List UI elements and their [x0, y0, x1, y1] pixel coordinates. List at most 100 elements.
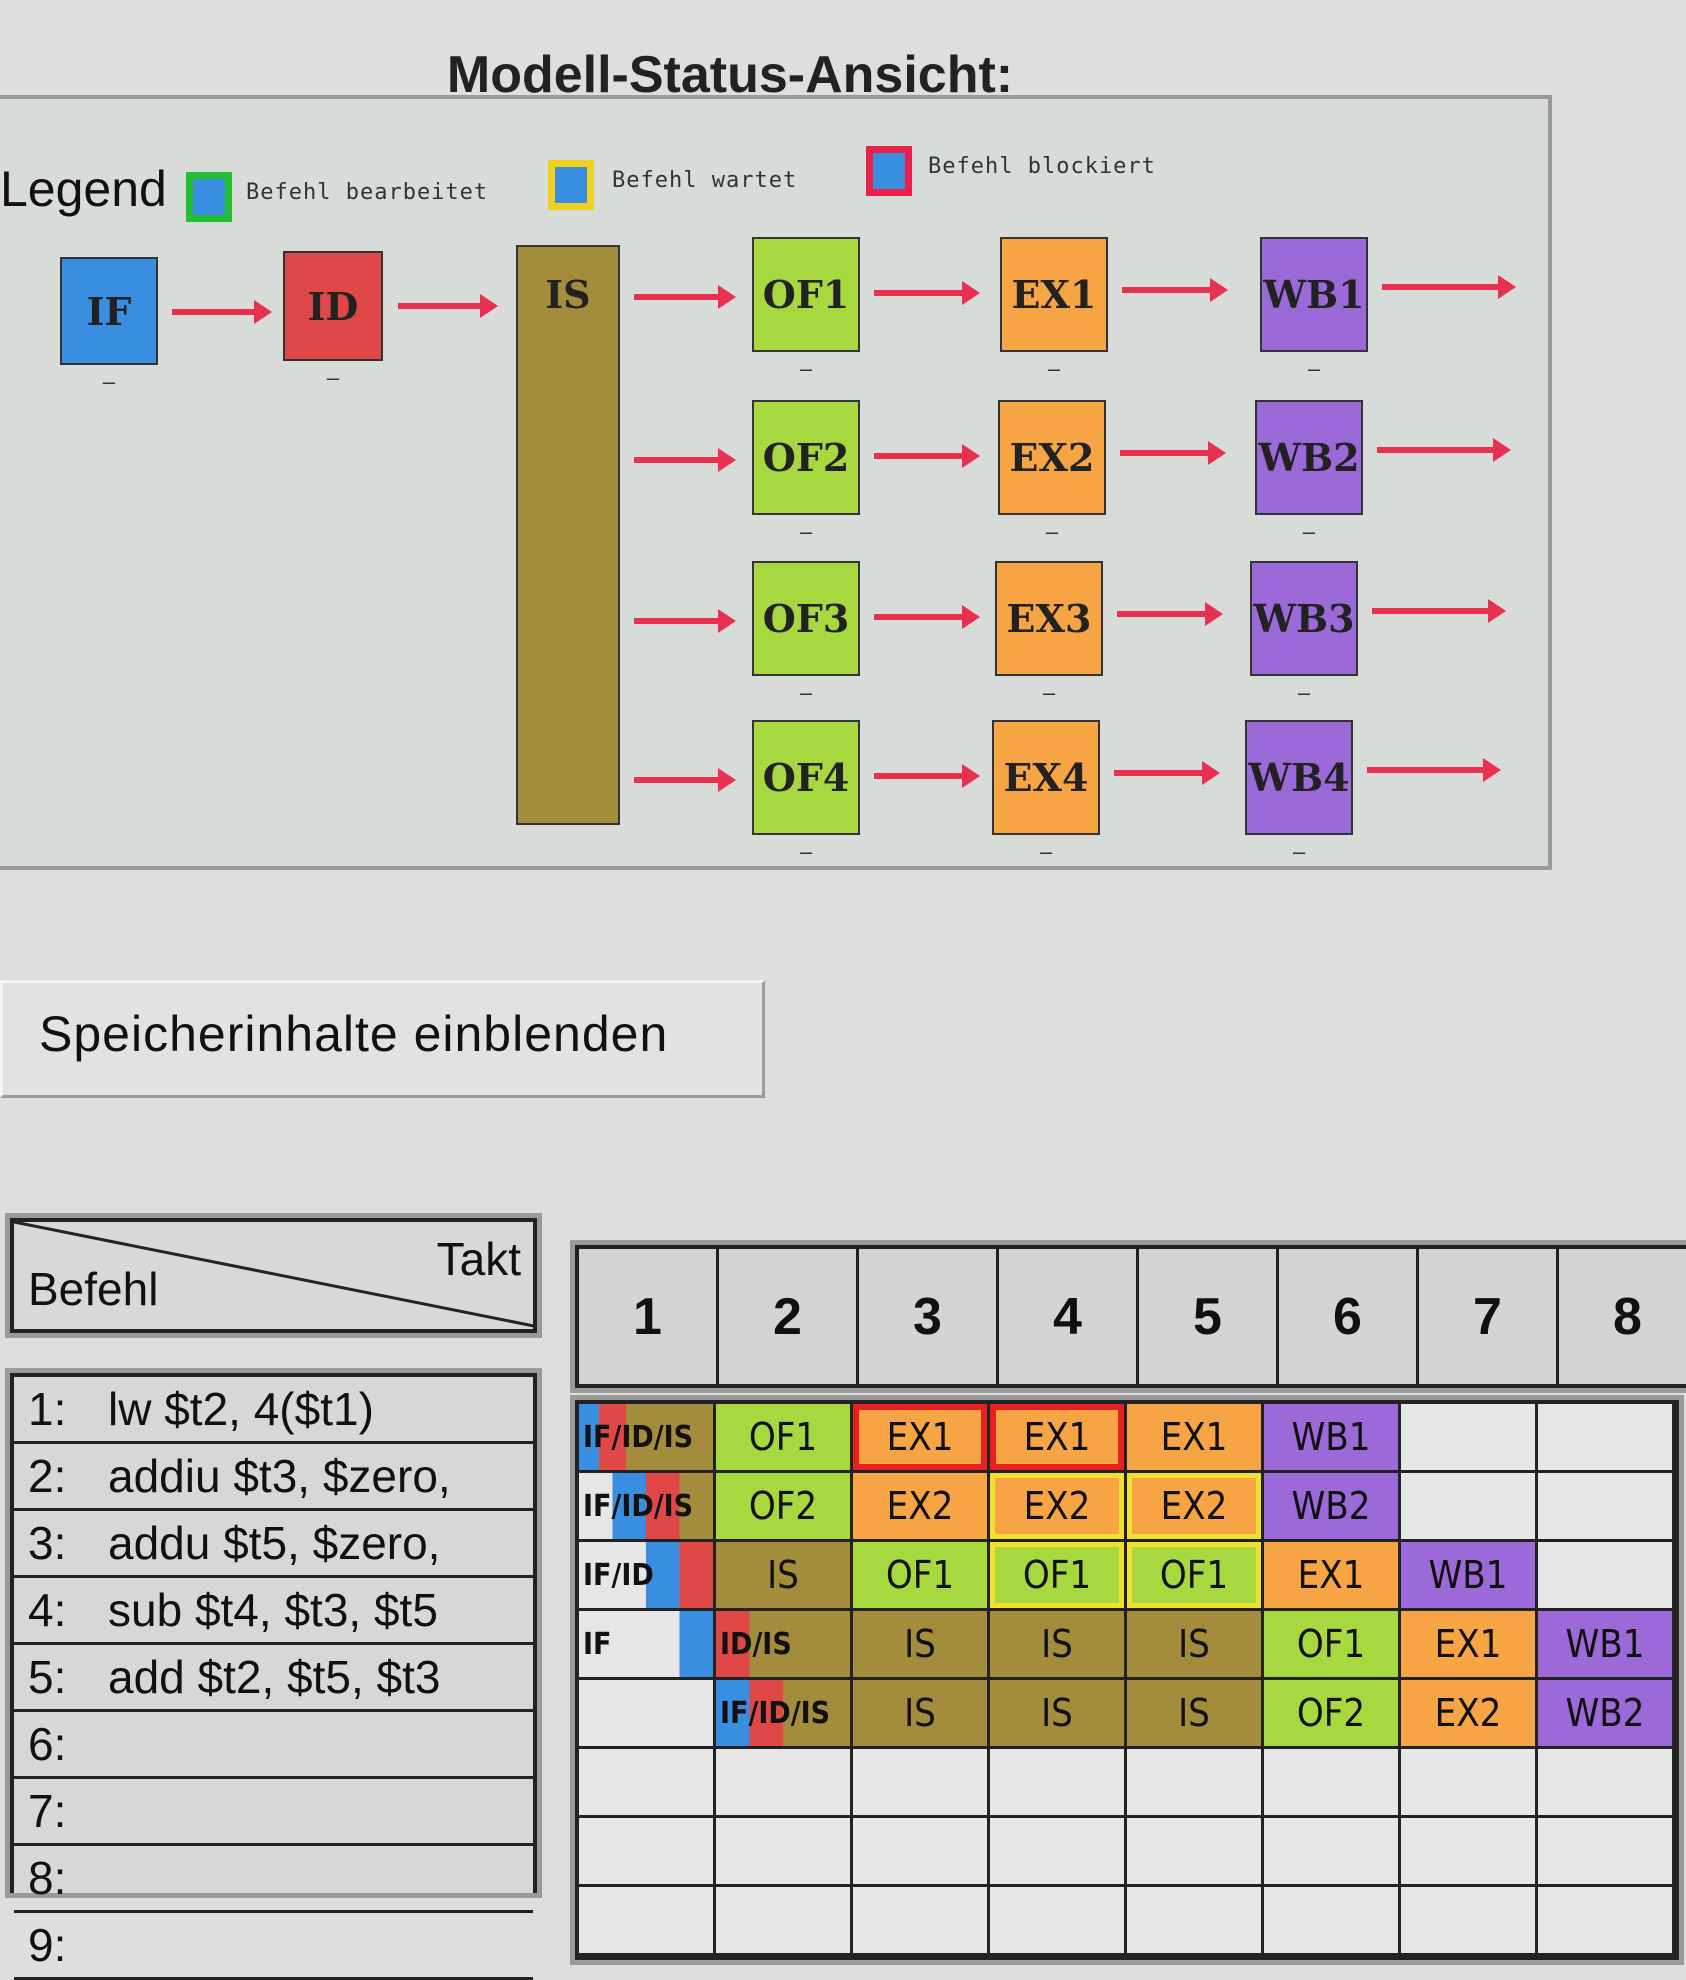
grid-row: IF ID/IS IS IS IS OF1 EX1 WB1	[579, 1611, 1675, 1680]
grid-cell: OF1	[716, 1404, 853, 1470]
arrow-icon	[634, 609, 736, 633]
grid-cell: ID/IS	[716, 1611, 853, 1677]
instruction-text: lw $t2, 4($t1)	[108, 1383, 374, 1435]
cycle-header-6: 6	[1279, 1249, 1419, 1384]
stage-status: –	[1045, 519, 1059, 544]
stage-box-ex1: EX1	[1000, 237, 1108, 352]
grid-cell	[1538, 1542, 1675, 1608]
grid-cell	[1538, 1818, 1675, 1884]
grid-row: IF/ID/IS IS IS IS OF2 EX2 WB2	[579, 1680, 1675, 1749]
page-title: Modell-Status-Ansicht:	[446, 46, 1014, 104]
stage-box-is: IS	[516, 245, 620, 825]
grid-cell: IS	[990, 1611, 1127, 1677]
grid-cell	[716, 1887, 853, 1953]
instruction-row[interactable]: 1: lw $t2, 4($t1)	[14, 1377, 533, 1444]
cycle-header-3: 3	[859, 1249, 999, 1384]
grid-cell	[1127, 1818, 1264, 1884]
grid-cell: IF/ID/IS	[579, 1404, 716, 1470]
grid-cell	[579, 1749, 716, 1815]
arrow-icon	[874, 764, 980, 788]
stage-box-of2: OF2	[752, 400, 860, 515]
show-memory-button[interactable]: Speicherinhalte einblenden	[0, 980, 765, 1098]
legend-swatch	[186, 172, 232, 222]
instruction-list: 1: lw $t2, 4($t1) 2: addiu $t3, $zero, 3: add…	[10, 1373, 537, 1980]
arrow-icon	[1382, 275, 1516, 299]
grid-cell: EX1	[853, 1404, 990, 1470]
instruction-text: sub $t4, $t3, $t5	[108, 1584, 438, 1636]
cycle-header-8: 8	[1559, 1249, 1686, 1384]
grid-row	[579, 1818, 1675, 1887]
grid-cell: OF2	[1264, 1680, 1401, 1746]
instruction-row[interactable]: 8:	[14, 1846, 533, 1913]
grid-cell: OF1	[990, 1542, 1127, 1608]
grid-cell: IF/ID/IS	[716, 1680, 853, 1746]
grid-row: IF/ID/IS OF1 EX1 EX1 EX1 WB1	[579, 1404, 1675, 1473]
arrow-icon	[874, 444, 980, 468]
legend-label: Legend	[0, 161, 167, 217]
grid-cell: IF/ID/IS	[579, 1473, 716, 1539]
grid-cell	[1401, 1404, 1538, 1470]
arrow-icon	[874, 281, 980, 305]
instruction-number: 5:	[28, 1651, 67, 1703]
grid-cell	[1264, 1749, 1401, 1815]
grid-cell: IS	[853, 1680, 990, 1746]
instruction-text: addu $t5, $zero,	[108, 1517, 441, 1569]
cycle-header-1: 1	[579, 1249, 719, 1384]
grid-cell	[1538, 1749, 1675, 1815]
arrow-icon	[634, 448, 736, 472]
cycle-header-5: 5	[1139, 1249, 1279, 1384]
grid-row: IF/ID/IS OF2 EX2 EX2 EX2 WB2	[579, 1473, 1675, 1542]
grid-cell: EX1	[1127, 1404, 1264, 1470]
stage-box-of1: OF1	[752, 237, 860, 352]
grid-cell: IF/ID	[579, 1542, 716, 1608]
cycle-header-4: 4	[999, 1249, 1139, 1384]
stage-status: –	[799, 839, 813, 864]
stage-box-ex4: EX4	[992, 720, 1100, 835]
grid-cell	[579, 1887, 716, 1953]
grid-cell	[1538, 1473, 1675, 1539]
stage-status: –	[799, 356, 813, 381]
stage-status: –	[1042, 680, 1056, 705]
grid-cell: WB1	[1264, 1404, 1401, 1470]
grid-cell: WB2	[1264, 1473, 1401, 1539]
instruction-row[interactable]: 7:	[14, 1779, 533, 1846]
instruction-number: 8:	[28, 1852, 67, 1904]
grid-cell	[1401, 1473, 1538, 1539]
instruction-row[interactable]: 5: add $t2, $t5, $t3	[14, 1645, 533, 1712]
grid-cell: OF1	[1264, 1611, 1401, 1677]
stage-box-ex2: EX2	[998, 400, 1106, 515]
stage-box-wb3: WB3	[1250, 561, 1358, 676]
grid-row	[579, 1887, 1675, 1956]
arrow-icon	[398, 294, 498, 318]
pipeline-timing-grid: IF/ID/IS OF1 EX1 EX1 EX1 WB1 IF/ID/IS OF2 EX2 EX2…	[575, 1400, 1679, 1960]
arrow-icon	[1367, 758, 1501, 782]
arrow-icon	[1377, 438, 1511, 462]
legend-swatch	[548, 160, 594, 210]
stage-status: –	[1297, 680, 1311, 705]
stage-status: –	[799, 519, 813, 544]
grid-cell	[853, 1887, 990, 1953]
instruction-text: add $t2, $t5, $t3	[108, 1651, 441, 1703]
stage-box-ex3: EX3	[995, 561, 1103, 676]
instruction-row[interactable]: 9:	[14, 1913, 533, 1980]
instruction-row[interactable]: 2: addiu $t3, $zero,	[14, 1444, 533, 1511]
instruction-row[interactable]: 4: sub $t4, $t3, $t5	[14, 1578, 533, 1645]
stage-box-wb2: WB2	[1255, 400, 1363, 515]
instruction-row[interactable]: 3: addu $t5, $zero,	[14, 1511, 533, 1578]
arrow-icon	[1122, 278, 1228, 302]
grid-row: IF/ID IS OF1 OF1 OF1 EX1 WB1	[579, 1542, 1675, 1611]
grid-cell: EX2	[1401, 1680, 1538, 1746]
stage-status: –	[1302, 519, 1316, 544]
grid-cell	[716, 1818, 853, 1884]
stage-box-wb1: WB1	[1260, 237, 1368, 352]
grid-cell	[1264, 1818, 1401, 1884]
instruction-row[interactable]: 6:	[14, 1712, 533, 1779]
stage-status: –	[1292, 839, 1306, 864]
arrow-icon	[1120, 441, 1226, 465]
stage-box-id: ID	[283, 251, 383, 361]
stage-status: –	[1307, 356, 1321, 381]
arrow-icon	[1372, 599, 1506, 623]
grid-cell: EX1	[1401, 1611, 1538, 1677]
grid-cell: WB1	[1401, 1542, 1538, 1608]
